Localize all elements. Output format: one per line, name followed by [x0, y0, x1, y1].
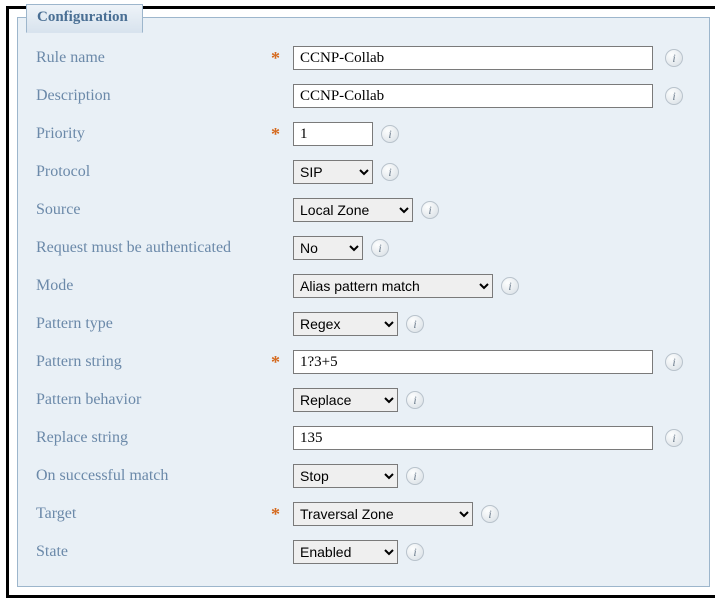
row-description: Description i	[36, 84, 695, 108]
pattern-string-input[interactable]	[293, 350, 653, 374]
panel-title: Configuration	[26, 4, 143, 33]
pattern-type-select[interactable]: Regex	[293, 312, 398, 336]
row-on-match: On successful match Stop i	[36, 464, 695, 488]
source-select[interactable]: Local Zone	[293, 198, 413, 222]
protocol-select[interactable]: SIP	[293, 160, 373, 184]
auth-select[interactable]: No	[293, 236, 363, 260]
info-icon[interactable]: i	[665, 353, 683, 371]
info-icon[interactable]: i	[406, 391, 424, 409]
label-replace-string: Replace string	[36, 429, 271, 447]
mode-select[interactable]: Alias pattern match	[293, 274, 493, 298]
label-state: State	[36, 543, 271, 561]
priority-input[interactable]	[293, 122, 373, 146]
info-icon[interactable]: i	[665, 49, 683, 67]
info-icon[interactable]: i	[481, 505, 499, 523]
label-pattern-type: Pattern type	[36, 315, 271, 333]
label-target: Target	[36, 505, 271, 523]
info-icon[interactable]: i	[406, 315, 424, 333]
row-auth: Request must be authenticated No i	[36, 236, 695, 260]
label-protocol: Protocol	[36, 163, 271, 181]
rule-name-input[interactable]	[293, 46, 653, 70]
row-pattern-string: Pattern string * i	[36, 350, 695, 374]
info-icon[interactable]: i	[406, 543, 424, 561]
on-match-select[interactable]: Stop	[293, 464, 398, 488]
label-on-match: On successful match	[36, 467, 271, 485]
row-pattern-behavior: Pattern behavior Replace i	[36, 388, 695, 412]
row-rule-name: Rule name * i	[36, 46, 695, 70]
info-icon[interactable]: i	[421, 201, 439, 219]
label-auth: Request must be authenticated	[36, 239, 271, 257]
row-replace-string: Replace string i	[36, 426, 695, 450]
info-icon[interactable]: i	[381, 125, 399, 143]
configuration-panel: Configuration Rule name * i Description …	[17, 17, 710, 587]
replace-string-input[interactable]	[293, 426, 653, 450]
label-mode: Mode	[36, 277, 271, 295]
label-source: Source	[36, 201, 271, 219]
info-icon[interactable]: i	[371, 239, 389, 257]
info-icon[interactable]: i	[406, 467, 424, 485]
description-input[interactable]	[293, 84, 653, 108]
row-target: Target * Traversal Zone i	[36, 502, 695, 526]
state-select[interactable]: Enabled	[293, 540, 398, 564]
required-marker: *	[271, 352, 293, 373]
target-select[interactable]: Traversal Zone	[293, 502, 473, 526]
label-description: Description	[36, 87, 271, 105]
info-icon[interactable]: i	[381, 163, 399, 181]
required-marker: *	[271, 48, 293, 69]
label-pattern-behavior: Pattern behavior	[36, 391, 271, 409]
row-priority: Priority * i	[36, 122, 695, 146]
info-icon[interactable]: i	[501, 277, 519, 295]
info-icon[interactable]: i	[665, 429, 683, 447]
required-marker: *	[271, 504, 293, 525]
row-state: State Enabled i	[36, 540, 695, 564]
pattern-behavior-select[interactable]: Replace	[293, 388, 398, 412]
label-pattern-string: Pattern string	[36, 353, 271, 371]
label-rule-name: Rule name	[36, 49, 271, 67]
row-mode: Mode Alias pattern match i	[36, 274, 695, 298]
label-priority: Priority	[36, 125, 271, 143]
row-protocol: Protocol SIP i	[36, 160, 695, 184]
row-source: Source Local Zone i	[36, 198, 695, 222]
info-icon[interactable]: i	[665, 87, 683, 105]
required-marker: *	[271, 124, 293, 145]
row-pattern-type: Pattern type Regex i	[36, 312, 695, 336]
